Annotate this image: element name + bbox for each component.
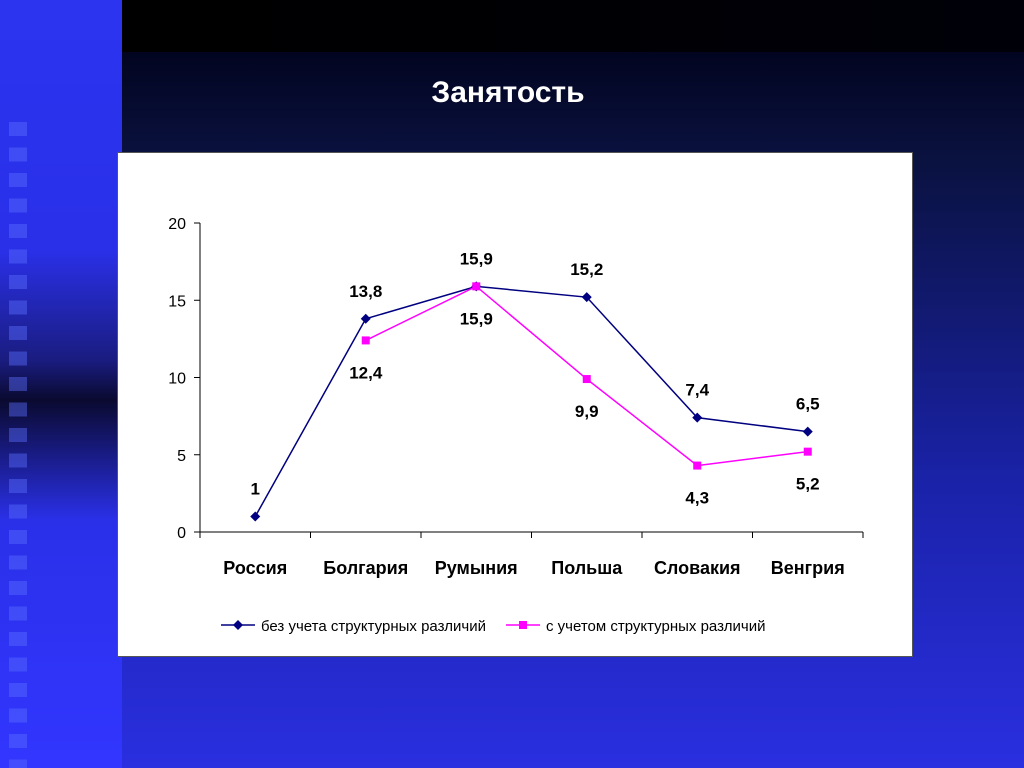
data-label: 7,4: [685, 381, 709, 400]
x-tick-label: Польша: [551, 558, 623, 578]
x-tick-label: Россия: [223, 558, 287, 578]
chart-legend: без учета структурных различий с учетом с…: [221, 618, 766, 635]
data-label: 15,9: [460, 249, 493, 268]
data-label: 12,4: [349, 363, 383, 382]
data-label: 9,9: [575, 402, 599, 421]
legend-marker: [233, 620, 243, 630]
data-point: [692, 412, 703, 423]
left-decorative-band: [0, 0, 122, 768]
data-label: 13,8: [349, 282, 382, 301]
x-tick-label: Румыния: [435, 558, 518, 578]
header-bar: [122, 0, 1024, 52]
data-label: 5,2: [796, 475, 820, 494]
data-point: [582, 375, 591, 384]
chart-axes: 0 5 10 15 20 Россия Болгария Румыния Польша Слова…: [168, 216, 864, 578]
y-tick-label: 0: [177, 525, 186, 542]
x-tick-label: Словакия: [654, 558, 741, 578]
data-label: 6,5: [796, 395, 820, 414]
y-tick-label: 10: [168, 371, 186, 388]
y-tick-label: 15: [168, 293, 186, 310]
decorative-squares: [9, 122, 27, 768]
data-point: [803, 447, 812, 456]
data-point: [360, 313, 371, 324]
data-label: 1: [251, 480, 260, 499]
data-label: 4,3: [685, 489, 709, 508]
data-point: [250, 511, 261, 522]
data-label: 15,9: [460, 309, 493, 328]
data-point: [361, 336, 370, 345]
data-point: [802, 426, 813, 437]
chart-series: [250, 281, 813, 522]
legend-label: без учета структурных различий: [261, 618, 486, 635]
series-line-1: [254, 285, 808, 517]
slide-title: Занятость: [431, 76, 585, 109]
legend-label: с учетом структурных различий: [546, 618, 766, 635]
x-tick-label: Венгрия: [771, 558, 845, 578]
x-tick-label: Болгария: [323, 558, 408, 578]
y-tick-label: 5: [177, 448, 186, 465]
legend-marker: [519, 621, 527, 629]
data-point: [581, 292, 592, 303]
chart-area: [117, 152, 913, 657]
chart-data-labels: 1 13,8 15,9 15,2 7,4 6,5 12,4 15,9 9,9 4,3 5,2: [251, 249, 820, 507]
data-point: [693, 461, 702, 470]
data-label: 15,2: [570, 260, 603, 279]
y-tick-label: 20: [168, 216, 186, 233]
data-point: [472, 282, 481, 291]
